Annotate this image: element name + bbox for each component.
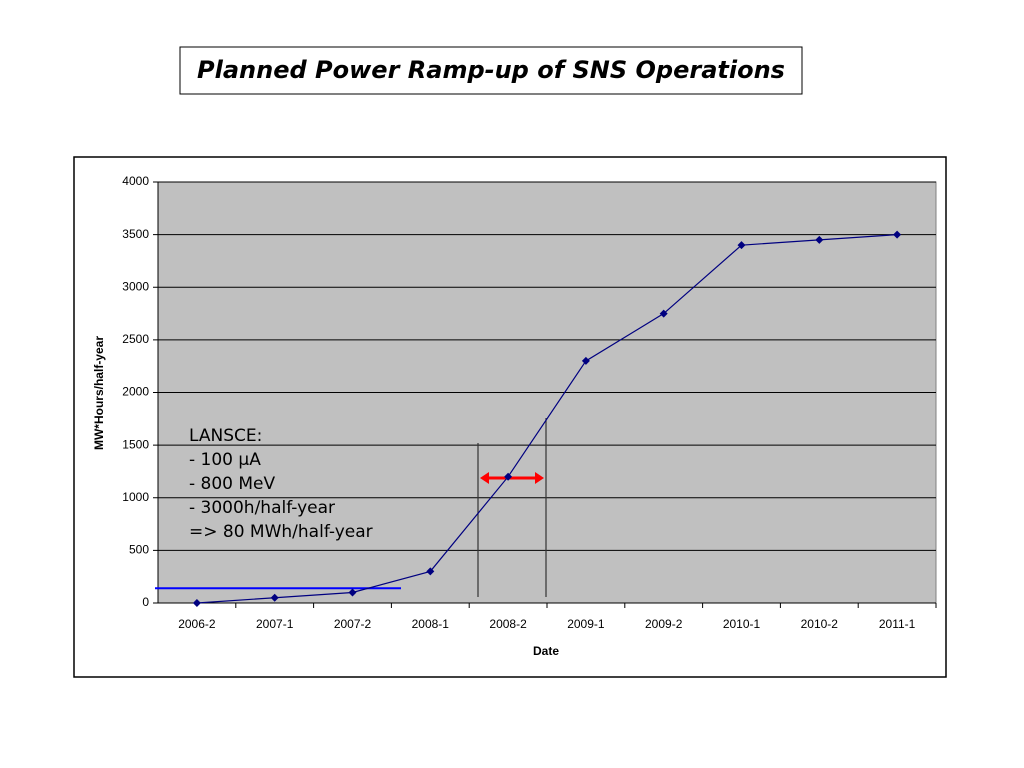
title-box [179,46,803,95]
annotation-line: - 3000h/half-year [189,498,335,518]
data-point [659,309,668,318]
x-tick-label: 2009-2 [645,617,683,631]
x-tick-label: 2007-2 [334,617,372,631]
data-point [815,235,824,244]
y-tick-label: 3000 [122,279,149,293]
annotation-line: - 800 MeV [189,474,276,494]
x-tick-label: 2008-1 [412,617,450,631]
x-tick-label: 2008-2 [489,617,527,631]
annotation-line: - 100 μA [189,450,261,470]
annotation-line: => 80 MWh/half-year [189,522,373,542]
x-tick-label: 2010-1 [723,617,761,631]
y-tick-label: 1000 [122,490,149,504]
data-line [196,234,898,604]
data-point [504,472,513,481]
y-tick-label: 4000 [122,174,149,188]
range-arrow [480,472,544,484]
x-tick-label: 2007-1 [256,617,294,631]
y-tick-label: 2500 [122,332,149,346]
y-tick-label: 1500 [122,437,149,451]
data-point [192,599,201,607]
y-tick-label: 500 [129,543,149,557]
data-point [348,588,357,597]
data-point [270,593,279,602]
annotation-line: LANSCE: [189,426,262,446]
data-point [581,356,590,365]
y-tick-label: 3500 [122,227,149,241]
data-point [893,230,902,239]
y-tick-label: 2000 [122,385,149,399]
x-tick-label: 2010-2 [801,617,839,631]
y-axis-label: MW*Hours/half-year [92,336,106,450]
data-point [737,241,746,250]
chart-title: Planned Power Ramp-up of SNS Operations [197,56,785,84]
y-tick-label: 0 [142,595,149,609]
x-tick-label: 2006-2 [178,617,216,631]
data-point [426,567,435,576]
x-axis-label: Date [533,644,559,658]
x-tick-label: 2011-1 [879,617,916,631]
x-tick-label: 2009-1 [567,617,605,631]
